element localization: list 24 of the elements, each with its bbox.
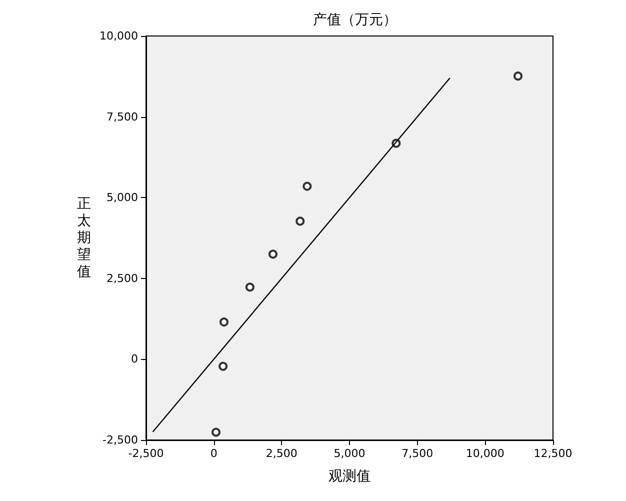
x-tick-label: 2,500 <box>266 447 298 460</box>
x-tick-label: 0 <box>210 447 218 460</box>
x-tick-label: 10,000 <box>466 447 504 460</box>
x-axis-title: 观测值 <box>328 468 370 484</box>
point <box>245 282 254 292</box>
x-tick-label: 5,000 <box>334 447 366 460</box>
y-tick-label: 0 <box>131 352 138 366</box>
x-tick-label: 7,500 <box>402 447 434 460</box>
point <box>296 216 305 226</box>
y-axis-title: 正太期望值 <box>77 196 91 280</box>
y-tick-label: 2,500 <box>106 272 138 285</box>
y-tick-label: -2,500 <box>102 434 138 446</box>
x-tick-label: 12,500 <box>534 447 572 460</box>
y-tick-label: 5,000 <box>106 191 138 204</box>
point <box>212 428 221 437</box>
point <box>268 250 278 259</box>
point <box>302 182 312 191</box>
point <box>218 362 228 371</box>
x-tick-label: -2,500 <box>128 447 164 460</box>
point <box>220 318 229 327</box>
y-tick-label: 10,000 <box>100 30 138 42</box>
point <box>514 72 522 81</box>
chart-title: 产值（万元） <box>313 12 397 28</box>
y-tick-label: 7,500 <box>106 110 138 124</box>
